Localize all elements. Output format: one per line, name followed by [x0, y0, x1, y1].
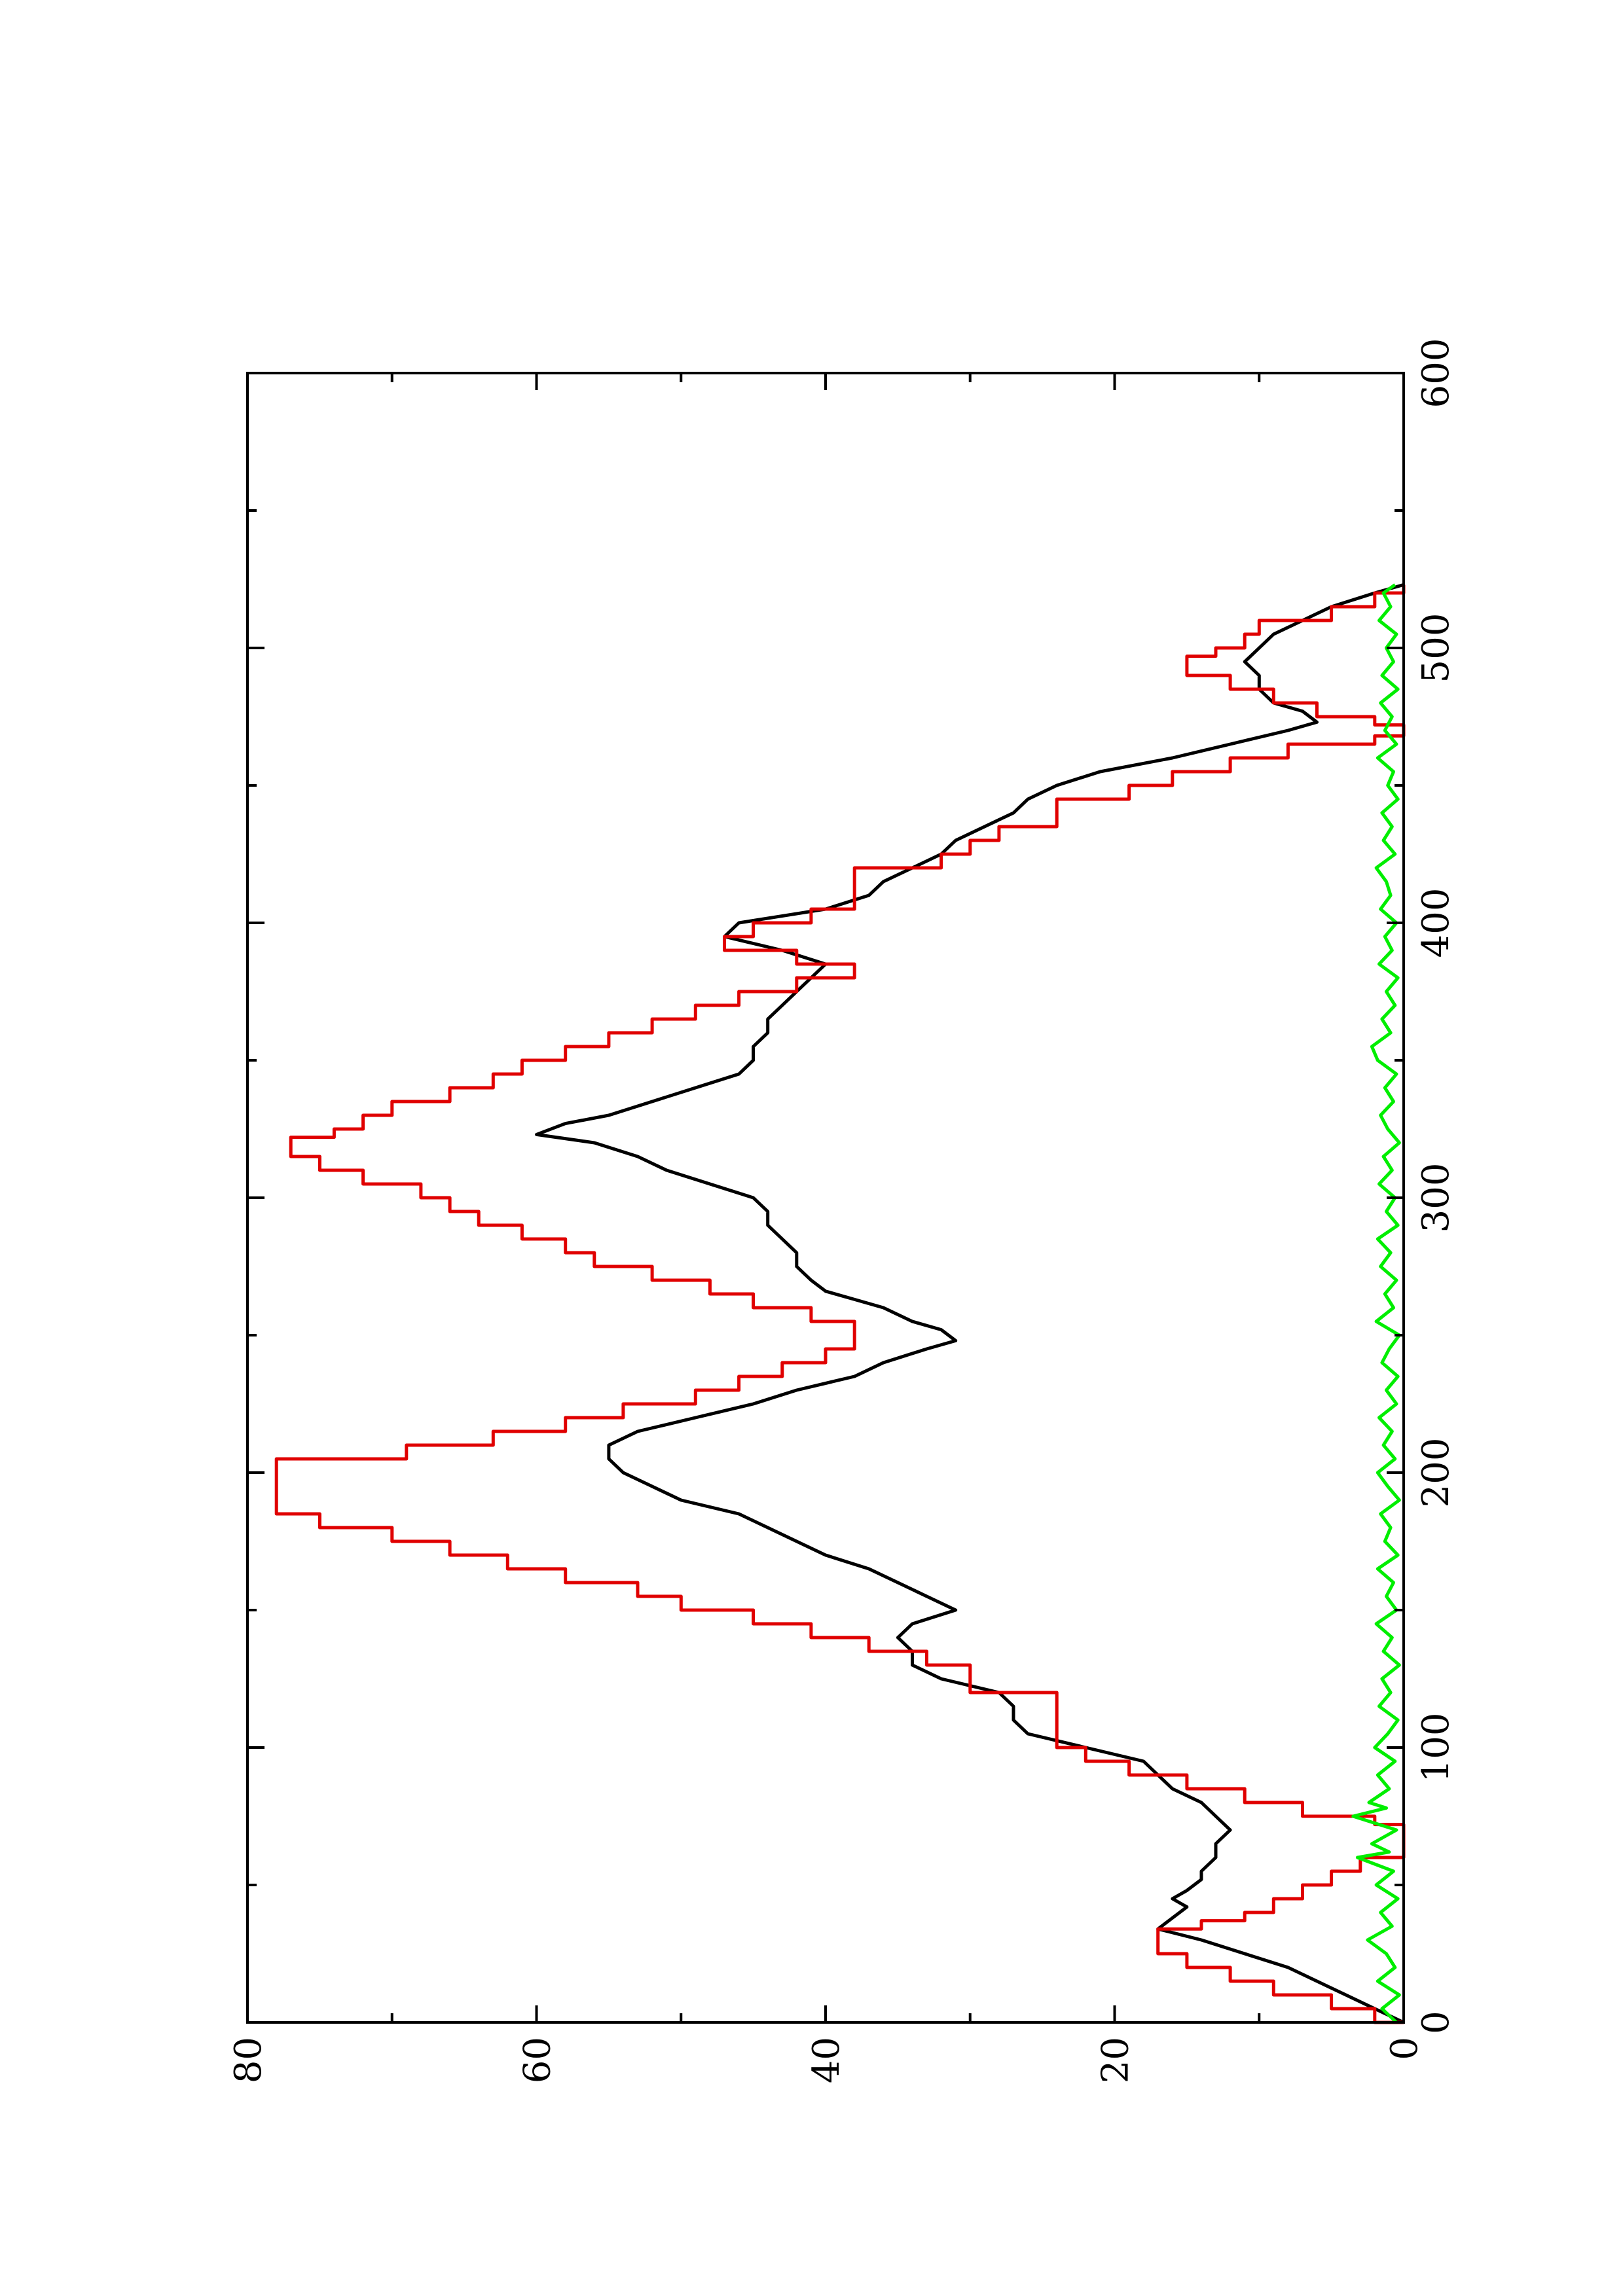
y-tick-label: 0: [1383, 2037, 1426, 2060]
x-tick-label: 100: [1415, 1713, 1457, 1783]
y-tick-label: 80: [227, 2037, 270, 2083]
x-tick-label: 500: [1415, 613, 1457, 683]
x-tick-label: 200: [1415, 1438, 1457, 1508]
y-tick-label: 40: [805, 2037, 848, 2083]
series-line-3: [1351, 583, 1401, 2024]
x-tick-label: 400: [1415, 888, 1457, 958]
y-tick-label: 60: [517, 2037, 559, 2083]
x-tick-label: 300: [1415, 1163, 1457, 1233]
plot-frame: [246, 372, 1405, 2024]
series-layer: [274, 583, 1406, 2024]
x-tick-label: 0: [1415, 2011, 1457, 2034]
series-line-2: [274, 584, 1406, 2024]
x-tick-label: 600: [1415, 338, 1457, 408]
tick-labels: 0 100 200 300 400 500 600 0 20 40 60 80: [227, 338, 1457, 2084]
series-line-1: [535, 583, 1405, 2024]
y-tick-label: 20: [1095, 2037, 1137, 2083]
